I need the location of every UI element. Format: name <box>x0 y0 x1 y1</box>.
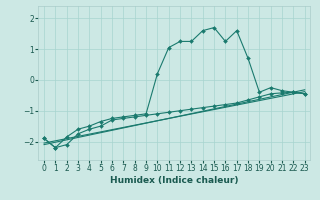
X-axis label: Humidex (Indice chaleur): Humidex (Indice chaleur) <box>110 176 239 185</box>
